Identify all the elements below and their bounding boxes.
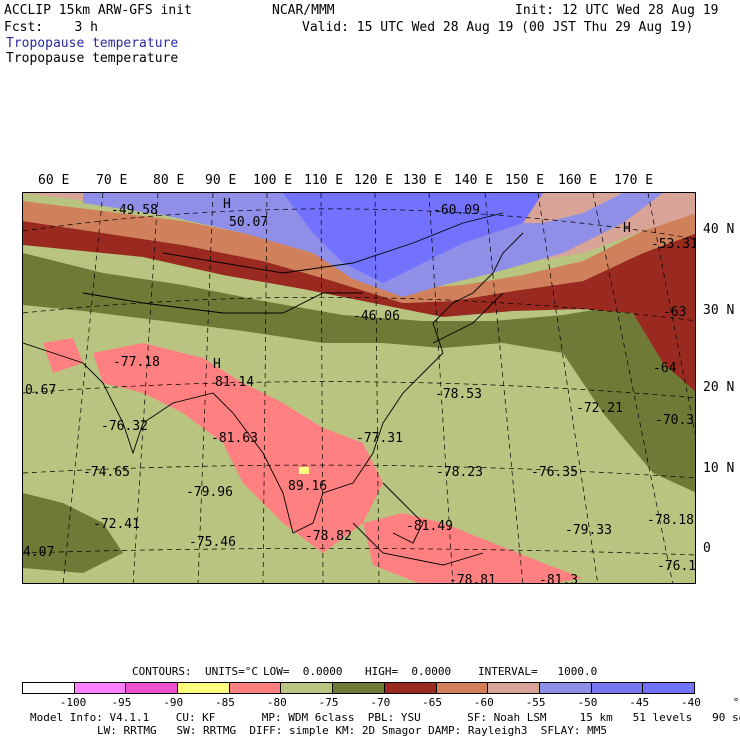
- lon-label: 70 E: [96, 173, 128, 188]
- colorbar-swatch: [281, 683, 334, 693]
- map-value-label: -49.58: [111, 203, 158, 218]
- contours-interval: INTERVAL= 1000.0: [478, 665, 598, 678]
- map-value-label: -70.3: [655, 413, 695, 428]
- colorbar-swatch: [333, 683, 385, 693]
- map-value-label: -53.31: [651, 237, 696, 252]
- map-value-label: -81.3: [539, 573, 579, 584]
- lat-label: 20 N: [703, 380, 735, 395]
- colorbar-label: -40: [681, 696, 701, 709]
- map-value-label: -76.1: [657, 559, 696, 574]
- map-value-label: -77.18: [113, 355, 160, 370]
- map-value-label: 81.14: [215, 375, 255, 390]
- map-value-label: -78.23: [436, 465, 483, 480]
- field-title-blue: Tropopause temperature: [6, 36, 179, 51]
- map-value-label: -78.53: [435, 387, 482, 402]
- map-value-label: -81.63: [211, 431, 258, 446]
- map-value-label: -76.35: [531, 465, 578, 480]
- map-value-label: -60.09: [433, 203, 480, 218]
- model-info-line1: Model Info: V4.1.1 CU: KF MP: WDM 6class…: [30, 711, 740, 724]
- colorbar-swatch: [126, 683, 179, 693]
- map-value-label: H: [623, 221, 631, 236]
- colorbar-label: -70: [370, 696, 391, 709]
- colorbar-label: -75: [318, 696, 339, 709]
- colorbar-swatch: [539, 683, 592, 693]
- lon-label: 170 E: [614, 173, 654, 188]
- colorbar-swatch: [23, 683, 75, 693]
- map-value-label: -79.33: [565, 523, 612, 538]
- colorbar-label: -60: [473, 696, 494, 709]
- map-value-label: 89.16: [288, 479, 328, 494]
- colorbar-label: -90: [163, 696, 184, 709]
- colorbar-swatch: [591, 683, 644, 693]
- lon-label: 120 E: [354, 173, 394, 188]
- contours-low: LOW= 0.0000: [263, 665, 343, 678]
- lon-label: 150 E: [505, 173, 545, 188]
- lon-label: 160 E: [558, 173, 598, 188]
- colorbar-swatch: [74, 683, 127, 693]
- source-label: NCAR/MMM: [272, 3, 335, 18]
- init-time: Init: 12 UTC Wed 28 Aug 19: [515, 3, 719, 18]
- colorbar: [22, 682, 695, 694]
- map-value-label: -75.46: [189, 535, 236, 550]
- colorbar-swatch: [436, 683, 489, 693]
- lon-label: 100 E: [253, 173, 293, 188]
- colorbar-label: -85: [215, 696, 235, 709]
- map-value-label: -81.49: [406, 519, 453, 534]
- field-title-black: Tropopause temperature: [6, 51, 179, 66]
- lat-label: 40 N: [703, 222, 735, 237]
- colorbar-label: -55: [525, 696, 546, 709]
- colorbar-label: -95: [111, 696, 132, 709]
- map-canvas: [23, 193, 695, 583]
- contours-high: HIGH= 0.0000: [365, 665, 452, 678]
- map-value-label: 4.07: [23, 545, 55, 560]
- map-value-label: -63: [663, 305, 687, 320]
- lon-label: 110 E: [304, 173, 344, 188]
- colorbar-label: -100: [59, 696, 87, 709]
- colorbar-label: °C: [732, 696, 740, 709]
- colorbar-swatch: [178, 683, 230, 693]
- map-value-label: -72.21: [576, 401, 623, 416]
- lat-label: 10 N: [703, 461, 735, 476]
- model-info-line2: LW: RRTMG SW: RRTMG DIFF: simple KM: 2D …: [97, 724, 607, 737]
- map-value-label: -78.81: [449, 573, 496, 584]
- map-value-label: -72.41: [93, 517, 140, 532]
- valid-time: Valid: 15 UTC Wed 28 Aug 19 (00 JST Thu …: [302, 20, 694, 35]
- contours-units: UNITS=°C: [205, 665, 258, 678]
- map-value-label: 50.07: [229, 215, 269, 230]
- colorbar-swatch: [229, 683, 282, 693]
- colorbar-swatch: [643, 683, 694, 693]
- tropopause-temperature-map: -49.58 H 50.07 -60.09 H -53.31 -46.06 -63 -77.18…: [22, 192, 696, 584]
- map-value-label: -77.31: [356, 431, 403, 446]
- forecast-hour: Fcst: 3 h: [4, 20, 98, 35]
- map-value-label: -74.65: [83, 465, 130, 480]
- contours-label: CONTOURS:: [132, 665, 192, 678]
- colorbar-label: -45: [629, 696, 650, 709]
- map-value-label: -79.96: [186, 485, 233, 500]
- map-value-label: -46.06: [353, 309, 400, 324]
- map-value-label: H: [213, 357, 221, 372]
- colorbar-label: -65: [422, 696, 443, 709]
- colorbar-swatch: [488, 683, 540, 693]
- map-value-label: -76.32: [101, 419, 148, 434]
- colorbar-label: -80: [266, 696, 287, 709]
- lon-label: 140 E: [454, 173, 494, 188]
- lon-label: 130 E: [403, 173, 443, 188]
- lat-label: 0: [703, 541, 711, 556]
- model-title: ACCLIP 15km ARW-GFS init: [4, 3, 192, 18]
- lon-label: 90 E: [205, 173, 237, 188]
- colorbar-swatch: [384, 683, 437, 693]
- colorbar-label: -50: [577, 696, 598, 709]
- map-value-label: -78.18: [647, 513, 694, 528]
- map-value-label: -78.82: [305, 529, 352, 544]
- map-value-label: 0.67: [25, 383, 57, 398]
- lon-label: 60 E: [38, 173, 70, 188]
- map-value-label: H: [223, 197, 231, 212]
- lon-label: 80 E: [153, 173, 185, 188]
- lat-label: 30 N: [703, 303, 735, 318]
- map-value-label: -64: [653, 361, 677, 376]
